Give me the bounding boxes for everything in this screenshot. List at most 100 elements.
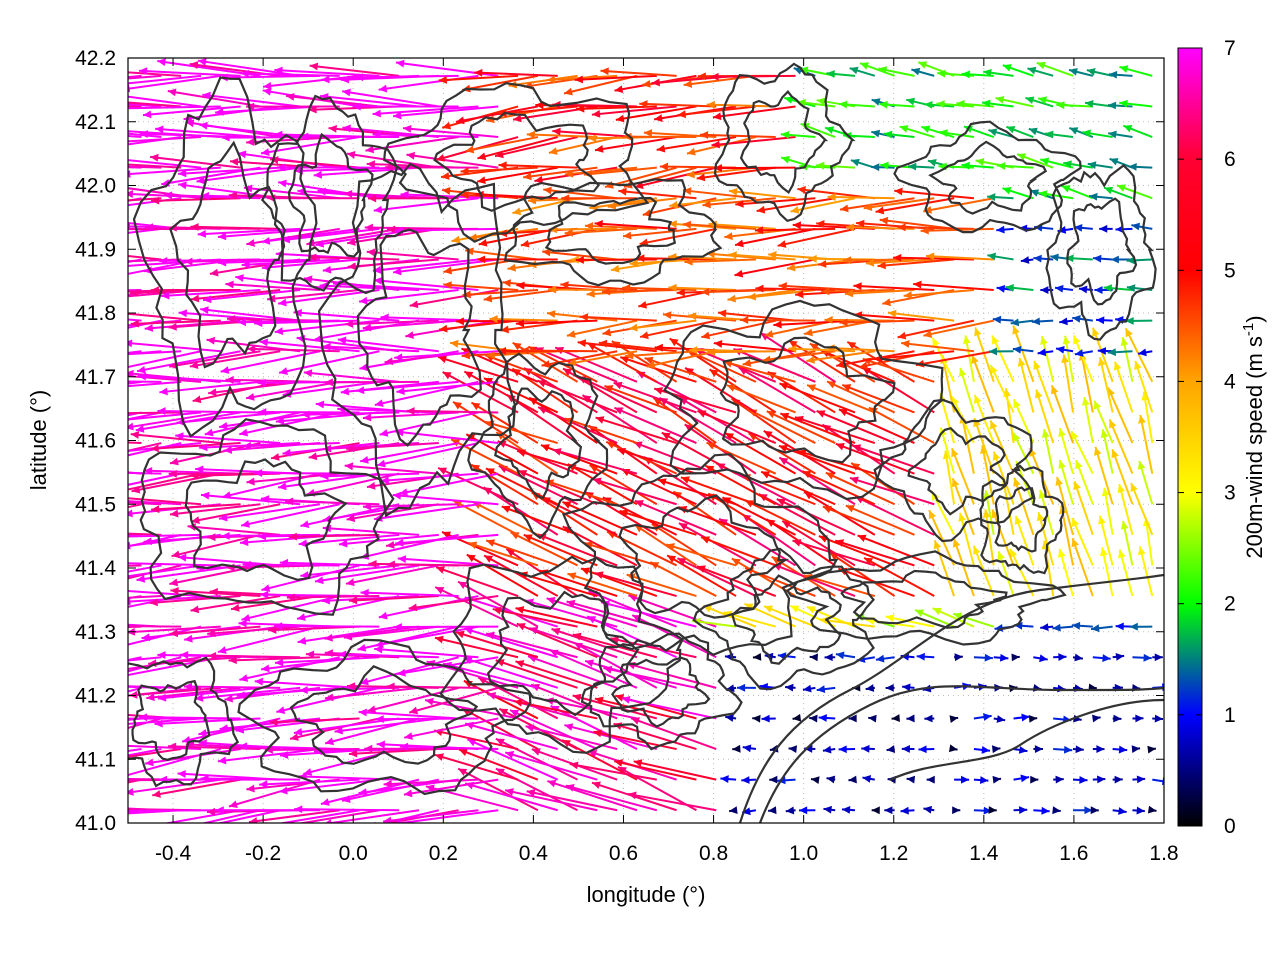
wind-vector-head	[995, 95, 1005, 104]
wind-vector-head	[1021, 713, 1030, 722]
wind-vector-head	[1085, 99, 1094, 108]
wind-vector	[773, 319, 856, 327]
wind-vector-head	[777, 240, 787, 248]
wind-vector-head	[710, 72, 719, 81]
wind-vector-head	[1040, 623, 1049, 632]
terrain-contour	[928, 140, 1048, 215]
wind-vector	[523, 166, 598, 179]
wind-vector-head	[138, 713, 148, 722]
wind-vector	[554, 346, 638, 383]
wind-vector-head	[825, 472, 835, 480]
wind-vector-head	[159, 256, 168, 265]
wind-vector-head	[949, 715, 959, 723]
wind-vector	[1130, 482, 1154, 536]
wind-vector-head	[235, 725, 245, 734]
wind-vector	[634, 523, 697, 567]
wind-vector	[849, 476, 935, 506]
wind-vector	[501, 505, 578, 536]
y-tick-label: 41.9	[75, 238, 116, 261]
wind-vector-head	[610, 636, 620, 644]
wind-vector	[300, 564, 400, 577]
wind-vector-head	[593, 729, 602, 738]
wind-vector	[825, 471, 896, 506]
wind-vector	[264, 748, 360, 751]
wind-vector-head	[586, 289, 595, 298]
wind-vector-head	[902, 683, 911, 692]
wind-vector-head	[785, 806, 795, 815]
wind-vector-head	[453, 401, 463, 410]
wind-vector-head	[37, 309, 45, 317]
wind-vector-head	[376, 740, 385, 749]
wind-vector-head	[785, 683, 794, 692]
wind-vector-head	[1014, 621, 1023, 630]
wind-vector-head	[67, 79, 75, 87]
wind-vector	[806, 384, 876, 414]
wind-vector	[217, 258, 320, 264]
wind-vector-head	[816, 685, 826, 693]
wind-vector-head	[348, 749, 358, 758]
wind-vector-head	[736, 683, 746, 692]
wind-vector	[149, 595, 241, 604]
wind-vector-head	[438, 76, 448, 84]
wind-vector-head	[404, 732, 413, 740]
wind-vector-head	[505, 751, 515, 759]
wind-vector-head	[1093, 446, 1102, 456]
wind-vector-head	[525, 724, 535, 732]
wind-vector	[897, 226, 974, 230]
wind-vector-head	[500, 325, 510, 334]
wind-vector-head	[163, 191, 173, 200]
wind-vector	[128, 472, 182, 486]
wind-vector-head	[614, 759, 624, 767]
wind-vector	[733, 347, 816, 383]
wind-vector	[565, 784, 658, 812]
wind-vector	[383, 778, 479, 786]
wind-vector-head	[983, 68, 992, 77]
wind-vector-head	[191, 516, 200, 524]
wind-vector-head	[86, 775, 94, 783]
wind-vector-head	[520, 346, 529, 355]
wind-vector-head	[458, 581, 468, 590]
wind-vector	[652, 397, 717, 444]
wind-vector	[464, 627, 559, 659]
wind-vector	[712, 105, 796, 119]
wind-vector-head	[167, 742, 177, 751]
wind-vector-head	[495, 738, 505, 746]
wind-vector-head	[290, 733, 299, 741]
wind-vector	[151, 197, 241, 202]
terrain-contour	[169, 140, 286, 369]
wind-vector	[794, 416, 876, 445]
wind-vector	[1091, 327, 1114, 383]
wind-vector-head	[517, 449, 526, 457]
wind-vector-head	[677, 558, 687, 566]
wind-vector-head	[337, 336, 347, 345]
wind-vector	[128, 163, 182, 169]
wind-vector-head	[462, 290, 471, 299]
wind-vector-head	[378, 84, 388, 93]
terrain-contour	[713, 62, 856, 223]
wind-vector-head	[102, 645, 111, 653]
wind-vector-head	[170, 587, 179, 595]
wind-vector-head	[577, 339, 587, 348]
wind-vector	[613, 381, 697, 414]
wind-vector-head	[241, 614, 251, 622]
wind-vector	[959, 512, 975, 566]
wind-vector-head	[1052, 623, 1061, 632]
wind-vector-head	[107, 667, 116, 675]
wind-vector	[548, 227, 618, 231]
wind-vector-head	[838, 745, 847, 754]
wind-vector-head	[143, 110, 152, 119]
wind-vector	[633, 441, 717, 475]
wind-vector-head	[386, 682, 395, 691]
x-tick-label: 1.0	[789, 842, 818, 865]
wind-vector	[728, 253, 796, 261]
wind-vector	[392, 258, 499, 274]
wind-vector-head	[293, 728, 303, 736]
wind-vector-head	[1019, 806, 1028, 814]
wind-vector	[362, 319, 459, 330]
wind-vector-head	[808, 254, 817, 263]
wind-vector	[438, 74, 519, 82]
wind-vector-head	[151, 196, 160, 205]
wind-vector-head	[901, 745, 910, 753]
wind-vector-head	[849, 66, 859, 75]
wind-vector	[451, 227, 519, 243]
